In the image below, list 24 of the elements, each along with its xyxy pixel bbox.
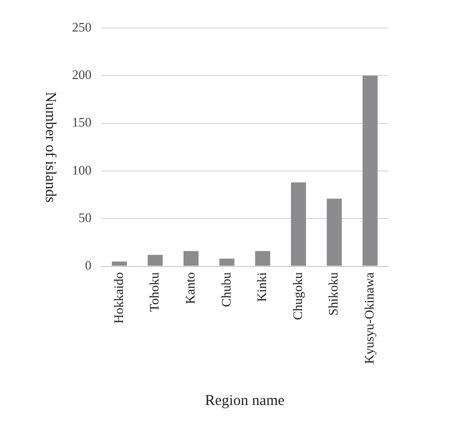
y-tick-label: 200 — [72, 67, 92, 82]
bar — [255, 251, 270, 266]
x-tick-label: Kinki — [254, 272, 270, 302]
bar — [362, 76, 378, 266]
x-tick-label: Shikoku — [326, 272, 341, 316]
bar — [219, 258, 234, 266]
y-tick-label: 250 — [72, 19, 92, 34]
y-tick-label: 0 — [85, 258, 92, 273]
bar — [290, 182, 306, 266]
x-axis-title: Region name — [204, 392, 285, 409]
bar — [148, 254, 163, 266]
y-tick-label: 50 — [78, 210, 92, 226]
bar — [326, 198, 342, 266]
x-tick-label: Chubu — [218, 272, 234, 307]
bar — [112, 262, 127, 266]
x-tick-label: Chugoku — [290, 272, 305, 320]
y-tick-label: 150 — [72, 114, 92, 130]
x-tick-label: Tohoku — [146, 272, 162, 312]
bar — [184, 251, 199, 266]
y-axis-title: Number of islands — [42, 92, 58, 203]
y-tick-label: 100 — [72, 162, 92, 178]
x-tick-label: Kanto — [182, 272, 198, 304]
x-tick-label: Hokkaido — [110, 272, 126, 324]
x-tick-label: Kyusyu-Okinawa — [362, 272, 377, 364]
